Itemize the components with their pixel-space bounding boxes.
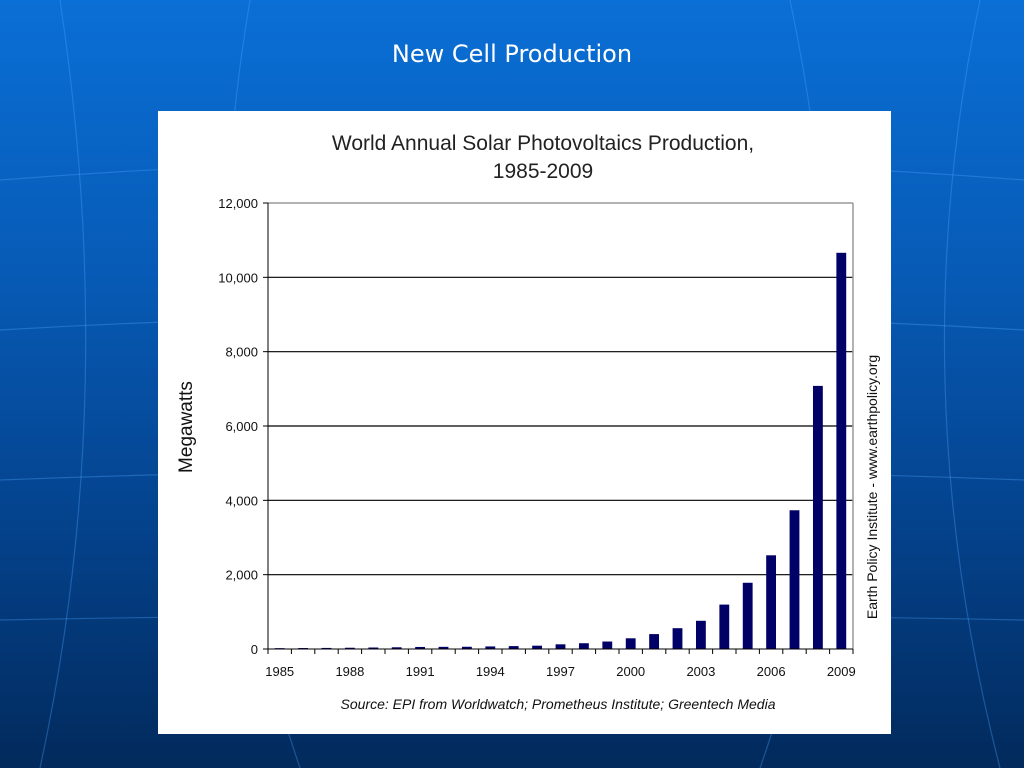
bar-1998: [578, 643, 589, 649]
bar-2001: [649, 634, 660, 649]
bar-1990: [391, 647, 402, 649]
bar-1988: [344, 647, 355, 649]
y-tick-label: 10,000: [218, 270, 258, 285]
bar-1995: [508, 646, 519, 649]
x-tick-label: 2009: [827, 664, 856, 679]
bar-2005: [742, 582, 753, 649]
x-tick-label: 1988: [335, 664, 364, 679]
chart-title: World Annual Solar Photovoltaics Product…: [332, 132, 754, 155]
y-axis-label: Megawatts: [176, 381, 197, 473]
y-tick-label: 0: [251, 642, 258, 657]
bar-1997: [555, 644, 566, 649]
slide-title: New Cell Production: [391, 40, 633, 68]
bar-2004: [719, 604, 730, 649]
y-tick-label: 2,000: [225, 568, 258, 583]
y-tick-label: 12,000: [218, 196, 258, 211]
bar-2009: [836, 252, 847, 649]
bar-1996: [532, 645, 543, 649]
x-tick-label: 1991: [406, 664, 435, 679]
x-tick-label: 2003: [686, 664, 715, 679]
bar-1987: [321, 647, 332, 649]
y-tick-label: 4,000: [225, 493, 258, 508]
bar-2000: [625, 638, 636, 649]
bar-2007: [789, 510, 800, 649]
bar-1999: [602, 641, 613, 649]
bar-1993: [461, 646, 472, 649]
x-tick-label: 1985: [265, 664, 294, 679]
bar-2002: [672, 628, 683, 649]
y-tick-label: 8,000: [225, 345, 258, 360]
side-credit-label: Earth Policy Institute - www.earthpolicy…: [864, 355, 880, 619]
y-tick-label: 6,000: [225, 419, 258, 434]
x-tick-label: 1997: [546, 664, 575, 679]
bar-1992: [438, 646, 449, 649]
x-tick-label: 2000: [616, 664, 645, 679]
x-tick-label: 1994: [476, 664, 505, 679]
chart-panel: World Annual Solar Photovoltaics Product…: [158, 111, 891, 734]
bar-2006: [766, 555, 777, 649]
x-tick-label: 2006: [757, 664, 786, 679]
bar-2008: [812, 385, 823, 649]
solar-pv-bar-chart: World Annual Solar Photovoltaics Product…: [176, 132, 880, 712]
source-note: Source: EPI from Worldwatch; Prometheus …: [341, 696, 776, 712]
bar-1994: [485, 646, 496, 649]
bar-1991: [415, 646, 426, 649]
bar-1989: [368, 647, 379, 649]
chart-subtitle: 1985-2009: [493, 160, 593, 183]
bar-2003: [695, 620, 706, 649]
plot-area: 0 2,000 4,000 6,000 8,000 10,000 12,000 1985 198…: [218, 196, 856, 679]
